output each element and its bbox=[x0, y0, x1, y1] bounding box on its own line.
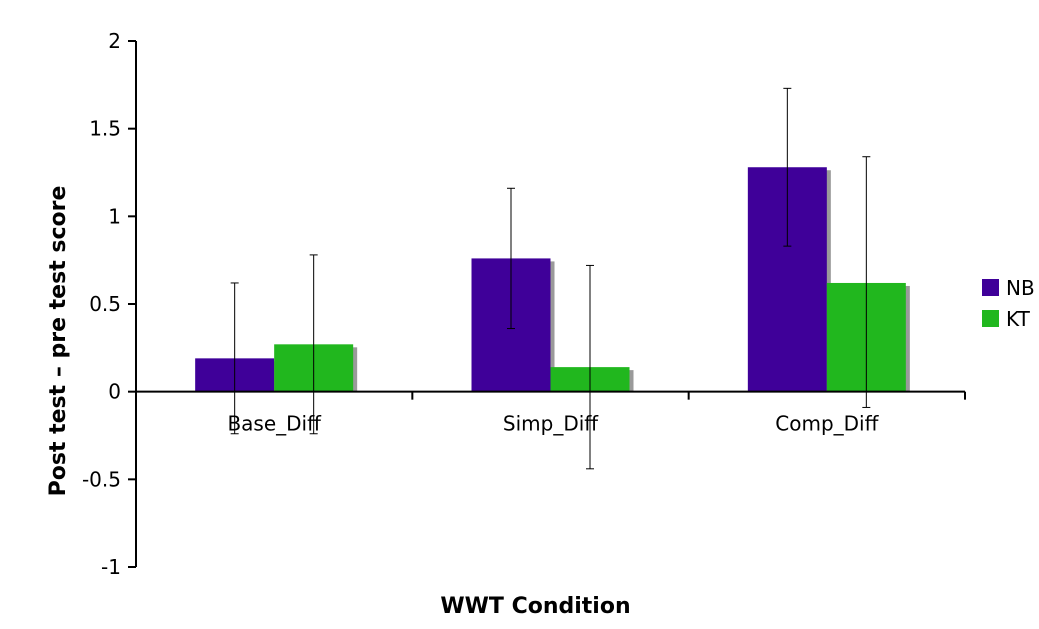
x-tick-label-Simp_Diff: Simp_Diff bbox=[503, 412, 599, 436]
y-tick-label: -1 bbox=[101, 555, 121, 579]
x-axis-title: WWT Condition bbox=[440, 594, 630, 619]
error-bars bbox=[230, 87, 871, 470]
legend-swatch-NB bbox=[982, 279, 999, 296]
x-tick-labels: Base_Diff Simp_Diff Comp_Diff bbox=[227, 412, 879, 436]
y-tick-labels: -1 -0.5 0 0.5 1 1.5 2 bbox=[82, 29, 121, 579]
legend: NB KT bbox=[982, 276, 1035, 331]
y-tick-label: -0.5 bbox=[82, 467, 121, 491]
legend-label-KT: KT bbox=[1006, 307, 1031, 331]
legend-swatch-KT bbox=[982, 310, 999, 327]
x-tick-label-Base_Diff: Base_Diff bbox=[227, 412, 322, 436]
legend-label-NB: NB bbox=[1006, 276, 1035, 300]
y-tick-label: 2 bbox=[108, 29, 121, 53]
x-tick-label-Comp_Diff: Comp_Diff bbox=[775, 412, 879, 436]
y-tick-label: 0 bbox=[108, 380, 121, 404]
axes bbox=[128, 40, 966, 568]
y-tick-label: 0.5 bbox=[89, 292, 121, 316]
y-tick-label: 1.5 bbox=[89, 117, 121, 141]
bars bbox=[195, 167, 906, 392]
y-axis-title: Post test – pre test score bbox=[46, 186, 71, 497]
y-tick-label: 1 bbox=[108, 204, 121, 228]
